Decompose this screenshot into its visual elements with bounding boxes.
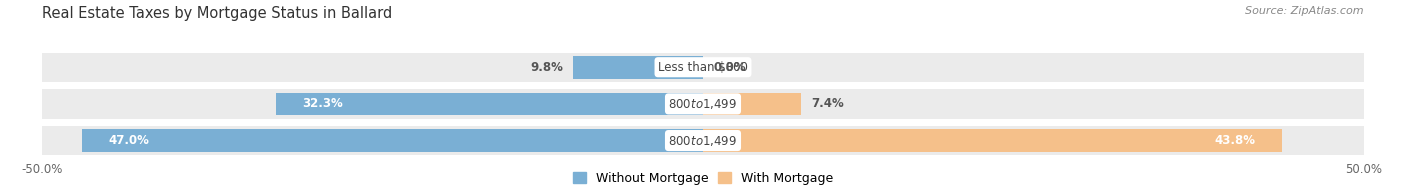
Text: 0.0%: 0.0% [714, 61, 747, 74]
Bar [42, 89, 1364, 119]
Text: $800 to $1,499: $800 to $1,499 [668, 133, 738, 148]
Legend: Without Mortgage, With Mortgage: Without Mortgage, With Mortgage [568, 167, 838, 190]
Text: 7.4%: 7.4% [811, 97, 844, 110]
Text: $800 to $1,499: $800 to $1,499 [668, 97, 738, 111]
Bar [42, 126, 1364, 155]
Bar [574, 56, 703, 79]
Bar [703, 129, 1282, 152]
Text: Less than $800: Less than $800 [658, 61, 748, 74]
Bar [703, 93, 801, 115]
Bar [276, 93, 703, 115]
Bar [82, 129, 703, 152]
Text: 32.3%: 32.3% [302, 97, 343, 110]
Bar [42, 53, 1364, 82]
Text: 9.8%: 9.8% [530, 61, 562, 74]
Text: Real Estate Taxes by Mortgage Status in Ballard: Real Estate Taxes by Mortgage Status in … [42, 6, 392, 21]
Text: 47.0%: 47.0% [108, 134, 149, 147]
Text: 43.8%: 43.8% [1215, 134, 1256, 147]
Text: Source: ZipAtlas.com: Source: ZipAtlas.com [1246, 6, 1364, 16]
